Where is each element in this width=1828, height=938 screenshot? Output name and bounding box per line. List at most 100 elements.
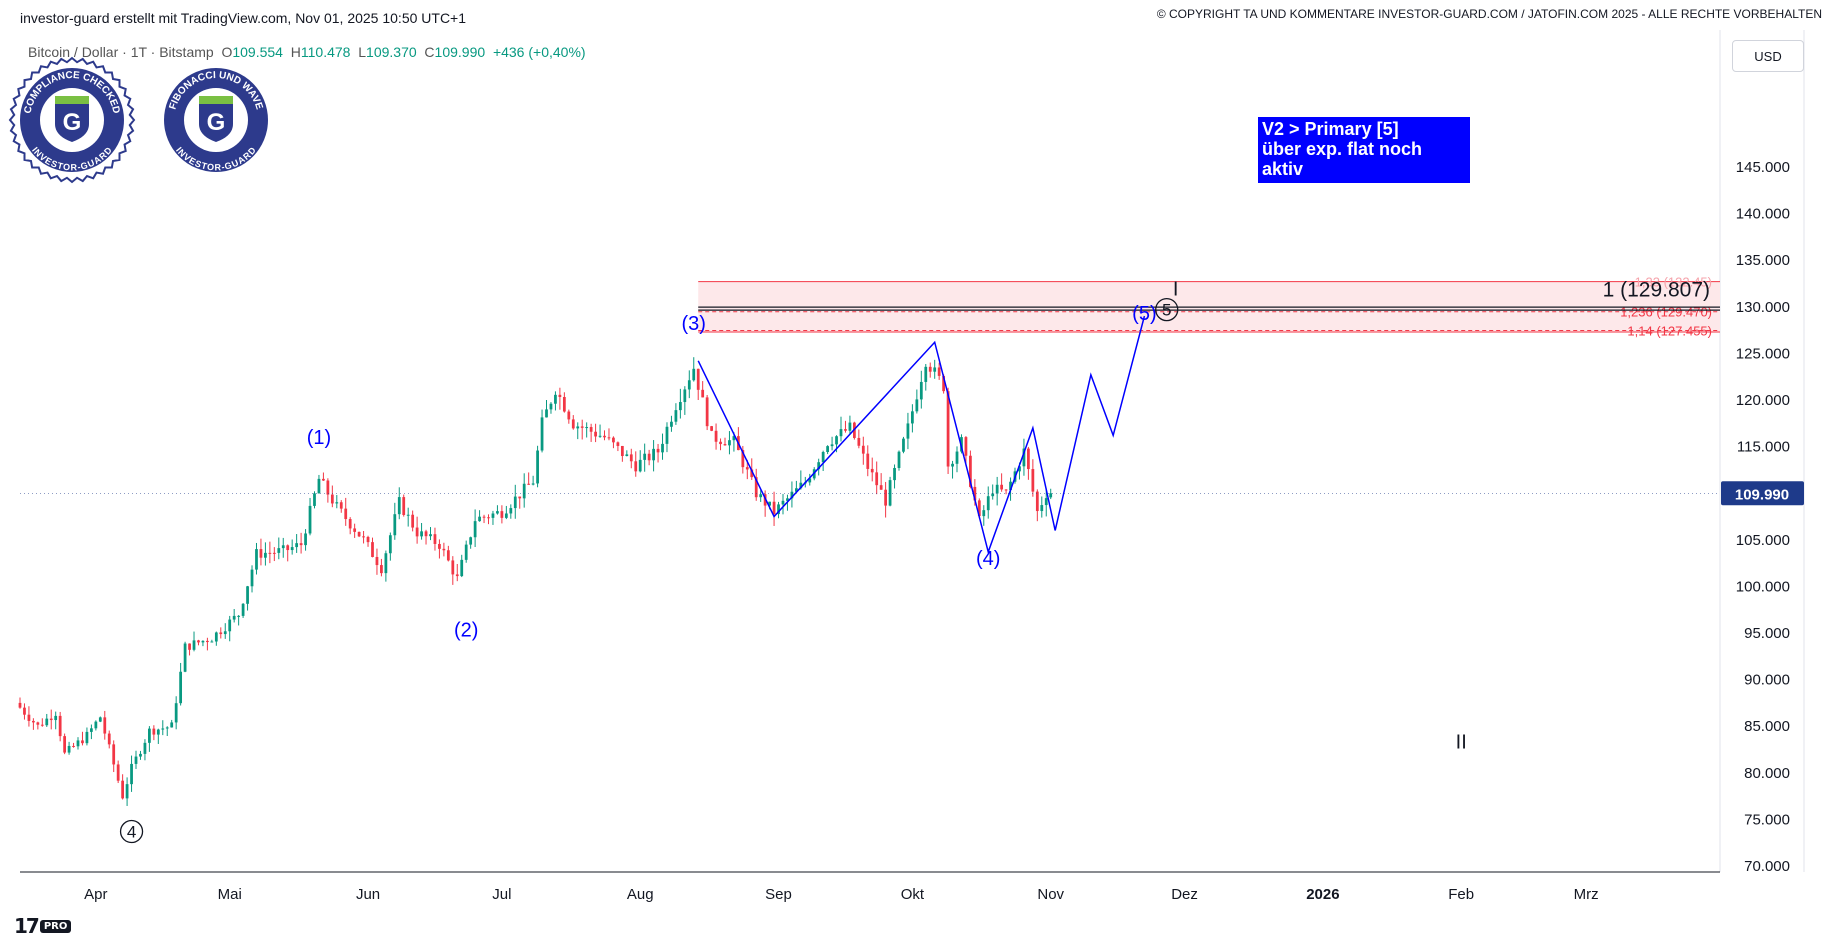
candle-body (594, 431, 597, 437)
candle-body (942, 375, 946, 392)
candle-body (1044, 498, 1048, 506)
candle-body (460, 559, 464, 577)
tradingview-logo[interactable]: 17 PRO (14, 914, 72, 938)
candle-body (322, 478, 325, 481)
candle-body (638, 459, 642, 472)
candle-body (464, 544, 468, 560)
candle-body (232, 615, 236, 620)
created-by-text: investor-guard erstellt mit TradingView.… (20, 10, 467, 26)
candle-body (406, 514, 410, 516)
candle-body (156, 729, 160, 735)
fib-level-label: 1,236 (129.470) (1620, 305, 1712, 320)
symbol-title[interactable]: Bitcoin / Dollar · 1T · Bitstamp (28, 44, 214, 60)
candle-body (76, 740, 80, 747)
wave-label: (1) (307, 427, 331, 449)
candle-body (161, 728, 165, 730)
candle-body (362, 536, 365, 538)
candle-body (661, 443, 664, 453)
candle-body (290, 547, 294, 551)
candle-body (487, 517, 490, 519)
candle-body (174, 703, 178, 723)
candle-body (683, 389, 687, 403)
candle-body (188, 643, 191, 650)
candle-body (741, 450, 745, 468)
candle-body (473, 521, 477, 538)
candle-body (808, 478, 812, 483)
candle-body (652, 448, 655, 461)
candle-body (848, 422, 852, 431)
candle-body (85, 731, 89, 744)
candle-body (353, 528, 357, 532)
candle-body (857, 437, 861, 446)
close-value: 109.990 (434, 44, 486, 60)
target-line-label: 1 (129.807) (1603, 279, 1710, 302)
fib-level-label: 1,14 (127.455) (1627, 324, 1712, 339)
candle-body (893, 467, 896, 481)
candle-body (603, 435, 606, 438)
copyright-text: © COPYRIGHT TA UND KOMMENTARE INVESTOR-G… (1156, 7, 1822, 21)
change-value: +436 (+0,40%) (492, 44, 586, 60)
shield-letter: G (63, 109, 82, 136)
candle-body (281, 545, 285, 549)
candle-body (478, 516, 481, 522)
candle-body (393, 514, 397, 536)
candle-body (148, 728, 151, 743)
candle-body (826, 446, 829, 453)
candle-body (170, 722, 174, 728)
annotation-textbox[interactable]: V2 > Primary [5] über exp. flat noch akt… (1258, 117, 1470, 183)
candle-body (817, 462, 821, 470)
candle-body (830, 444, 834, 447)
candle-body (371, 542, 374, 557)
y-tick-label: 70.000 (1744, 858, 1790, 875)
high-value: 110.478 (300, 44, 351, 60)
candle-body (139, 753, 142, 757)
x-tick-label: Dez (1171, 886, 1198, 903)
candle-body (1040, 505, 1044, 512)
candle-body (678, 402, 682, 411)
x-tick-label: Apr (84, 886, 107, 903)
candle-body (384, 553, 388, 574)
circled-label: 5 (1162, 301, 1171, 320)
currency-selector[interactable]: USD (1732, 40, 1804, 72)
x-tick-label: Sep (765, 886, 792, 903)
candle-body (995, 484, 999, 494)
candle-body (54, 715, 58, 721)
candle-body (875, 472, 879, 486)
candle-body (911, 411, 914, 424)
candle-body (607, 437, 611, 439)
candle-body (522, 483, 526, 499)
candle-body (433, 534, 437, 544)
candle-body (951, 463, 954, 467)
candle-body (973, 486, 977, 501)
candle-body (781, 500, 785, 505)
candle-body (94, 721, 98, 729)
candle-body (504, 513, 508, 518)
candle-body (214, 632, 218, 642)
candle-body (446, 550, 450, 561)
candle-body (237, 615, 241, 617)
candle-body (589, 427, 593, 432)
textbox-line-1: V2 > Primary [5] (1262, 119, 1399, 139)
candle-body (500, 511, 504, 518)
candle-body (576, 426, 580, 429)
candle-body (264, 552, 267, 558)
y-tick-label: 95.000 (1744, 625, 1790, 642)
candle-body (103, 717, 107, 734)
x-tick-label: Nov (1037, 886, 1064, 903)
x-tick-label: Aug (627, 886, 654, 903)
x-tick-label: Feb (1448, 886, 1474, 903)
last-price-tag-bg (1721, 481, 1804, 506)
candle-body (259, 549, 263, 558)
candle-body (357, 531, 361, 537)
y-tick-label: 80.000 (1744, 765, 1790, 782)
candle-body (710, 426, 713, 431)
low-value: 109.370 (366, 44, 417, 60)
candle-body (790, 491, 794, 499)
y-tick-label: 105.000 (1736, 532, 1790, 549)
candle-body (598, 435, 602, 437)
candle-body (745, 467, 749, 470)
wave-label: (2) (454, 620, 478, 642)
candle-body (49, 718, 53, 721)
